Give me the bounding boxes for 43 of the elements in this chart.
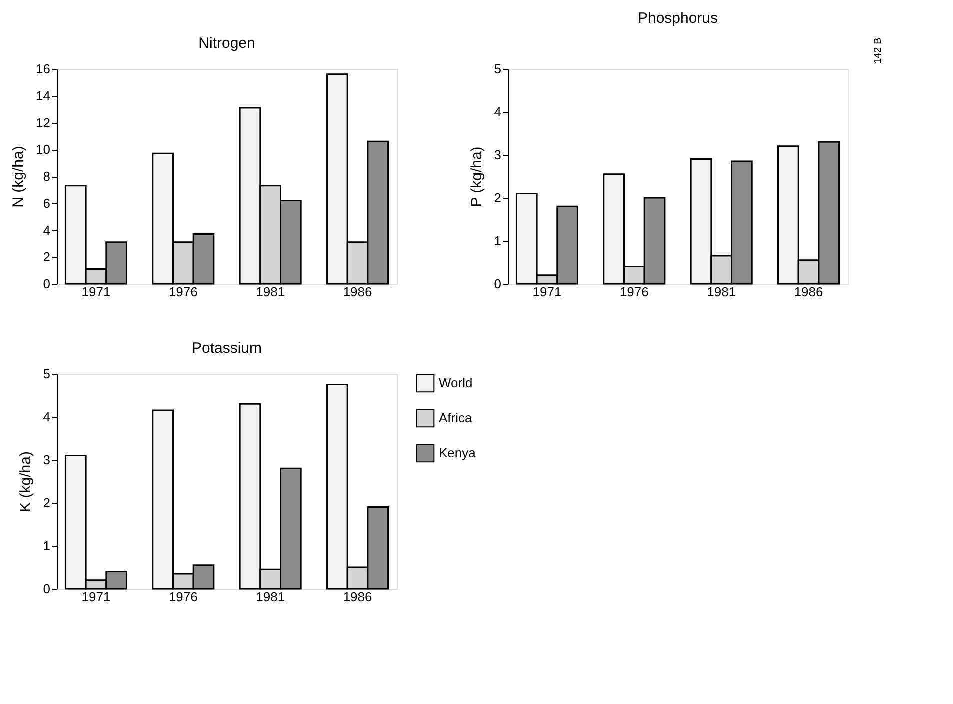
y-tick-label: 8	[43, 169, 50, 184]
x-tick-label: 1976	[168, 284, 198, 300]
x-tick-label: 1971	[82, 284, 111, 300]
y-tick-label: 3	[494, 148, 502, 162]
y-tick-label: 0	[494, 276, 502, 292]
y-axis-title: K (kg/ha)	[17, 452, 34, 512]
y-tick-label: 10	[36, 142, 50, 158]
y-tick-label: 2	[494, 190, 502, 206]
x-tick-label: 1981	[256, 284, 286, 300]
y-tick-label: 0	[43, 582, 50, 596]
y-tick-label: 2	[43, 250, 50, 265]
x-tick-label: 1976	[620, 284, 649, 300]
y-tick-label: 5	[43, 366, 50, 382]
legend-label: Kenya	[439, 446, 477, 460]
y-tick-label: 6	[43, 196, 50, 211]
y-tick-label: 16	[36, 62, 50, 76]
x-tick-label: 1986	[794, 284, 824, 300]
y-tick-label: 4	[43, 222, 50, 238]
y-tick-label: 3	[43, 452, 50, 468]
x-tick-label: 1986	[343, 284, 372, 300]
y-tick-label: 1	[43, 538, 50, 554]
chart-title: Potassium	[192, 340, 262, 357]
y-tick-label: 0	[43, 276, 50, 292]
x-tick-label: 1981	[256, 590, 286, 604]
chart-title: Phosphorus	[638, 10, 718, 27]
x-tick-label: 1971	[532, 284, 562, 300]
y-tick-label: 4	[43, 410, 50, 424]
y-tick-label: 2	[43, 496, 50, 510]
chart-title: Nitrogen	[198, 35, 256, 52]
y-axis-title: N (kg/ha)	[10, 146, 28, 208]
y-axis-title: P (kg/ha)	[468, 146, 486, 208]
legend-label: World	[439, 376, 473, 390]
y-tick-label: 1	[494, 234, 502, 248]
legend-label: Africa	[439, 410, 473, 426]
x-tick-label: 1976	[168, 590, 198, 604]
x-tick-label: 1981	[707, 284, 736, 300]
y-tick-label: 14	[36, 88, 50, 104]
y-tick-label: 4	[494, 104, 502, 120]
y-tick-label: 12	[36, 115, 50, 130]
x-tick-label: 1971	[82, 590, 111, 604]
y-tick-label: 5	[494, 62, 502, 76]
text: 142 B	[873, 38, 884, 64]
x-tick-label: 1986	[343, 590, 372, 604]
